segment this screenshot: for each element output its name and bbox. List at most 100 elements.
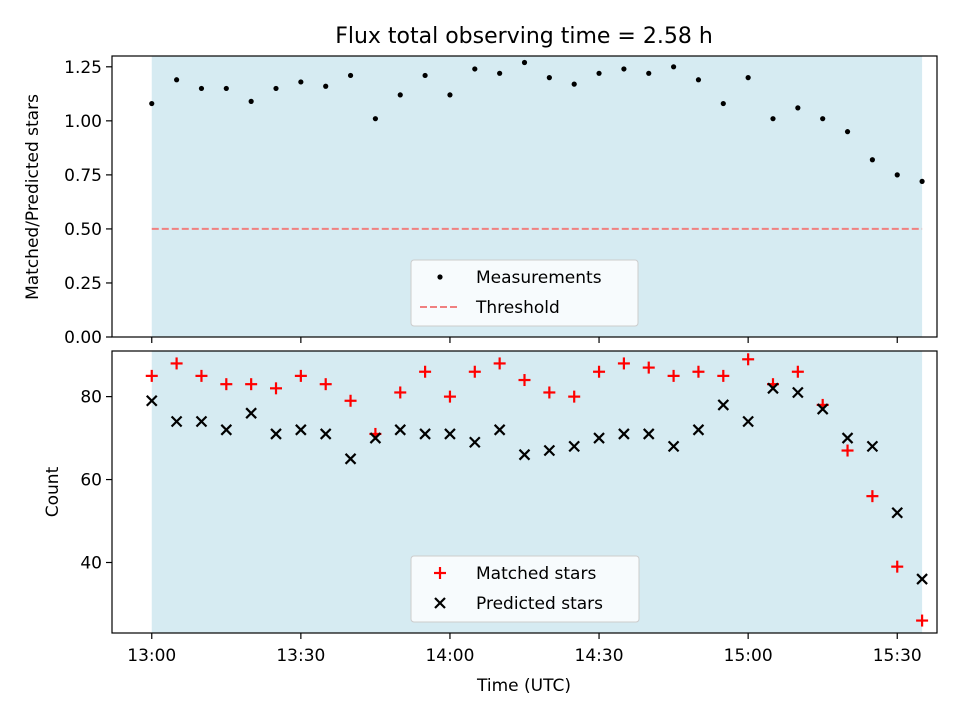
predicted-stars-point — [518, 448, 531, 461]
matched-stars-point — [518, 374, 531, 387]
measurement-point — [174, 77, 180, 83]
measurement-point — [472, 66, 478, 72]
xtick-label: 13:00 — [127, 646, 176, 666]
xtick-label: 13:30 — [276, 646, 325, 666]
measurement-point — [621, 66, 627, 72]
count-legend: Matched stars Predicted stars — [410, 555, 640, 623]
top-ytick-label: 1.00 — [64, 112, 102, 132]
ratio-legend-box — [410, 259, 639, 327]
matched-stars-point — [692, 365, 705, 378]
matched-stars-point — [220, 378, 233, 391]
legend-matched-marker — [434, 567, 446, 579]
legend-threshold-label: Threshold — [475, 298, 560, 318]
count-plot-frame — [111, 350, 938, 634]
measurement-point — [497, 70, 503, 76]
predicted-stars-point — [916, 573, 928, 585]
predicted-stars-point — [319, 428, 332, 440]
matched-stars-point — [195, 369, 208, 382]
measurement-point — [869, 157, 875, 163]
predicted-stars-point — [344, 453, 357, 465]
matched-stars-point — [145, 369, 158, 382]
measurement-point — [198, 85, 205, 92]
matched-stars-point — [866, 490, 879, 503]
matched-stars-point — [593, 365, 606, 378]
matched-stars-point — [891, 560, 904, 573]
matched-stars-point — [270, 382, 283, 395]
predicted-stars-point — [767, 382, 779, 395]
top-ytick-label: 1.25 — [64, 58, 102, 78]
ratio-plot-frame — [111, 55, 938, 338]
matched-stars-point — [419, 365, 432, 378]
measurement-point — [521, 59, 528, 66]
legend-predicted-label: Predicted stars — [476, 594, 603, 614]
measurement-point — [695, 77, 702, 83]
top-ytick-label: 0.75 — [64, 166, 102, 186]
matched-stars-point — [791, 365, 804, 378]
measurement-point — [422, 72, 428, 79]
matched-stars-point — [543, 386, 556, 399]
predicted-stars-point — [742, 415, 754, 428]
predicted-stars-point — [195, 415, 208, 428]
matched-stars-point — [468, 365, 481, 378]
matched-stars-point — [344, 394, 357, 407]
legend-measurements-marker — [437, 274, 443, 280]
measurement-point — [596, 70, 602, 76]
matched-stars-point — [170, 357, 183, 370]
measurement-point — [323, 83, 329, 89]
predicted-stars-point — [170, 415, 183, 428]
measurement-point — [844, 129, 851, 135]
bot-ytick-label: 80 — [80, 388, 102, 408]
predicted-stars-point — [145, 394, 158, 407]
ratio-panel: 0.00 0.25 0.50 0.75 1.00 1.25 Matched/Predict… — [23, 55, 938, 348]
chart-title: Flux total observing time = 2.58 h — [335, 24, 713, 49]
measurement-point — [820, 116, 826, 122]
measurement-point — [720, 100, 726, 107]
measurement-point — [397, 92, 403, 98]
ratio-y-axis-label: Matched/Predicted stars — [23, 94, 43, 300]
top-ytick-label: 0.50 — [64, 220, 102, 240]
predicted-stars-point — [220, 424, 233, 436]
count-panel: 40 60 80 13:00 13:30 14:00 14:30 15:00 15:30 Co… — [43, 350, 938, 696]
predicted-stars-point — [568, 440, 580, 453]
matched-stars-point — [667, 369, 680, 382]
matched-stars-point — [916, 614, 929, 627]
predicted-stars-point — [295, 424, 307, 436]
predicted-stars-point — [543, 444, 556, 457]
count-y-axis-label: Count — [43, 466, 63, 517]
measurement-point — [571, 81, 577, 87]
measurement-point — [745, 75, 751, 81]
predicted-stars-point — [419, 428, 431, 440]
xtick-label: 15:30 — [873, 646, 922, 666]
measurement-point — [646, 70, 652, 76]
predicted-stars-point — [692, 424, 705, 436]
matched-stars-point — [245, 378, 258, 391]
xtick-label: 15:00 — [724, 646, 773, 666]
measurement-point — [149, 100, 155, 107]
matched-stars-point — [717, 369, 730, 382]
legend-matched-label: Matched stars — [476, 564, 596, 584]
predicted-stars-point — [618, 428, 630, 440]
measurement-point — [347, 72, 354, 79]
top-ytick-label: 0.00 — [64, 328, 102, 348]
measurement-point — [298, 79, 304, 85]
predicted-stars-point — [816, 403, 829, 415]
matched-stars-point — [841, 444, 854, 457]
measurement-point — [372, 116, 379, 122]
predicted-stars-point — [593, 432, 605, 444]
measurement-point — [670, 64, 677, 70]
xtick-label: 14:00 — [425, 646, 474, 666]
matched-stars-point — [319, 378, 332, 391]
ratio-legend: Measurements Threshold — [410, 259, 639, 327]
matched-stars-point — [742, 353, 755, 366]
measurement-point — [546, 75, 552, 81]
measurement-point — [770, 116, 776, 122]
bot-ytick-label: 60 — [80, 471, 102, 491]
predicted-stars-point — [667, 440, 680, 453]
predicted-stars-point — [891, 506, 904, 519]
predicted-stars-point — [469, 436, 481, 449]
predicted-stars-point — [717, 399, 730, 411]
predicted-stars-point — [642, 428, 655, 440]
measurement-point — [919, 178, 925, 184]
predicted-stars-point — [841, 432, 854, 444]
